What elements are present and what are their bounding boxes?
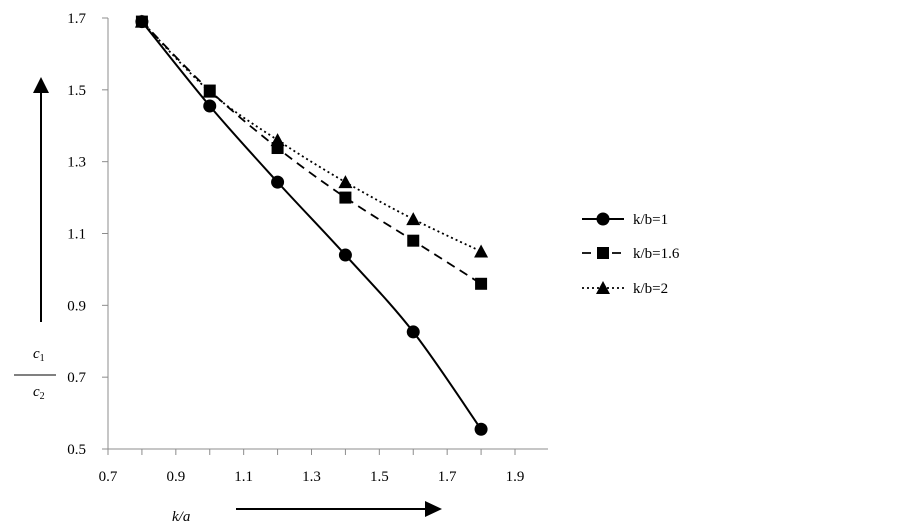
series-circle <box>135 15 488 436</box>
data-point-circle <box>474 422 488 436</box>
y-label-numerator: c1 <box>33 346 45 364</box>
data-point-triangle <box>338 175 353 189</box>
axis-ticks: 0.5 0.7 0.9 1.1 1.3 1.5 1.7 0.7 0.9 1.1 1.3 1.5 1.7 1… <box>67 11 524 485</box>
data-point-triangle <box>406 212 421 226</box>
data-point-circle <box>135 15 149 29</box>
legend-label: k/b=1 <box>633 212 668 228</box>
series-line-triangle <box>141 20 482 253</box>
data-point-circle <box>406 325 420 339</box>
series-layer <box>134 14 489 436</box>
series-line-circle <box>141 20 482 430</box>
data-point-triangle <box>474 244 489 258</box>
legend-label: k/b=1.6 <box>633 246 680 262</box>
data-point-square <box>271 142 284 155</box>
data-point-square <box>407 234 420 247</box>
series-square <box>135 15 488 290</box>
x-tick-label: 1.3 <box>302 469 321 485</box>
x-tick-label: 1.1 <box>234 469 253 485</box>
legend-item: k/b=2 <box>582 281 668 297</box>
x-tick-label: 1.7 <box>438 469 457 485</box>
legend-marker-square <box>597 247 609 259</box>
series-line-square <box>141 20 482 285</box>
data-point-square <box>475 277 488 290</box>
data-point-circle <box>271 175 285 189</box>
legend-item: k/b=1 <box>582 212 668 228</box>
x-tick-label: 0.7 <box>99 469 118 485</box>
legend: k/b=1 k/b=1.6 k/b=2 <box>582 212 680 297</box>
y-label-denominator: c2 <box>33 384 45 402</box>
y-tick-label: 0.7 <box>67 370 86 386</box>
legend-label: k/b=2 <box>633 281 668 297</box>
y-tick-label: 1.1 <box>67 227 86 243</box>
x-axis-label: k/a <box>172 509 190 525</box>
x-tick-label: 1.5 <box>370 469 389 485</box>
y-tick-label: 1.3 <box>67 155 86 171</box>
x-axis-arrow <box>236 501 442 517</box>
x-tick-label: 1.9 <box>506 469 525 485</box>
data-point-square <box>339 191 352 204</box>
data-point-circle <box>203 99 217 113</box>
data-point-circle <box>338 248 352 262</box>
legend-marker-circle <box>596 212 610 226</box>
y-tick-label: 1.7 <box>67 11 86 27</box>
y-axis-arrow <box>33 77 49 322</box>
y-tick-label: 0.9 <box>67 298 86 314</box>
series-triangle <box>134 14 489 258</box>
legend-item: k/b=1.6 <box>582 246 680 262</box>
y-tick-label: 1.5 <box>67 83 86 99</box>
y-tick-label: 0.5 <box>67 442 86 458</box>
legend-marker-triangle <box>596 281 610 294</box>
x-tick-label: 0.9 <box>166 469 185 485</box>
data-point-square <box>203 84 216 97</box>
y-axis-label: c1 c2 <box>14 346 56 402</box>
